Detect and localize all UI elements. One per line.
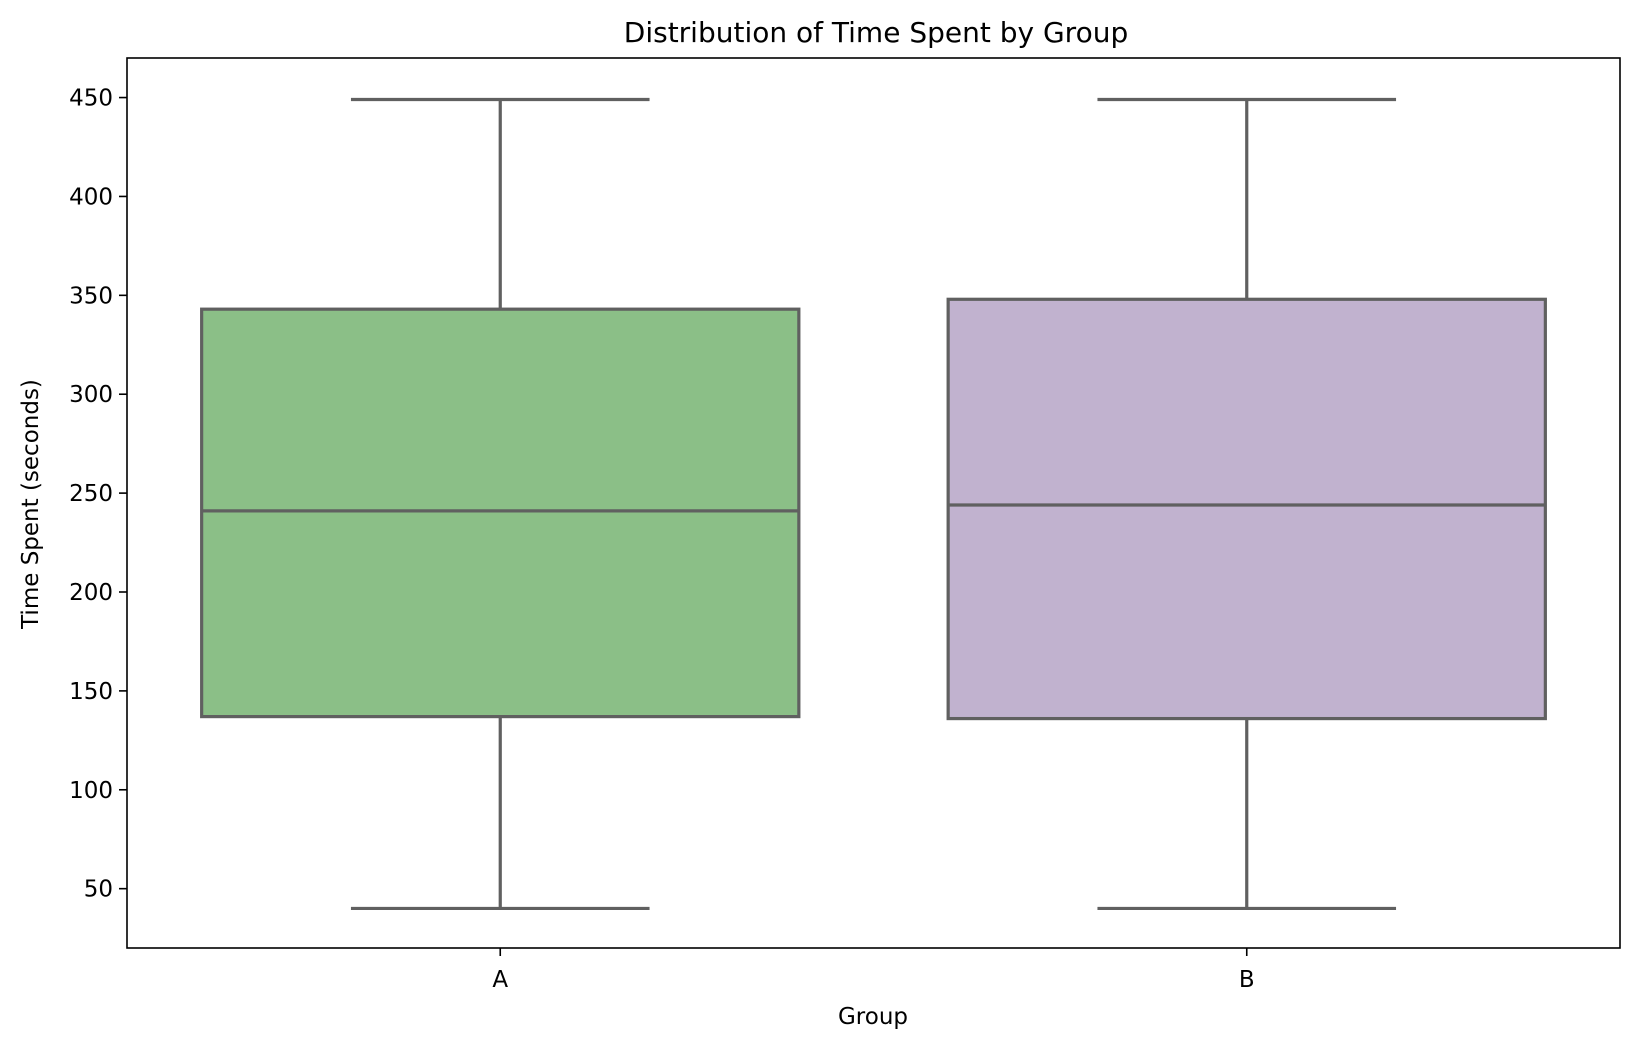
box-iqr bbox=[946, 297, 1547, 721]
y-tick-label: 100 bbox=[69, 778, 113, 804]
box-group-a bbox=[200, 97, 801, 911]
y-axis-label: Time Spent (seconds) bbox=[18, 379, 44, 630]
plot-area bbox=[200, 97, 1547, 911]
box-group-b bbox=[946, 97, 1547, 911]
plot-frame bbox=[126, 57, 1621, 949]
x-tick-label: B bbox=[1239, 967, 1255, 993]
y-tick-label: 200 bbox=[69, 580, 113, 606]
y-axis: 50 100 150 200 250 300 350 400 450 bbox=[69, 86, 127, 903]
chart-title: Distribution of Time Spent by Group bbox=[624, 16, 1128, 49]
y-tick-label: 150 bbox=[69, 679, 113, 705]
y-tick-label: 250 bbox=[69, 481, 113, 507]
x-axis-label: Group bbox=[838, 1004, 908, 1030]
y-tick-label: 400 bbox=[69, 184, 113, 210]
y-tick-label: 450 bbox=[69, 86, 113, 112]
y-tick-label: 300 bbox=[69, 382, 113, 408]
y-tick-label: 350 bbox=[69, 283, 113, 309]
x-tick-label: A bbox=[492, 967, 508, 993]
y-tick-label: 50 bbox=[84, 877, 113, 903]
box-iqr bbox=[200, 307, 801, 719]
